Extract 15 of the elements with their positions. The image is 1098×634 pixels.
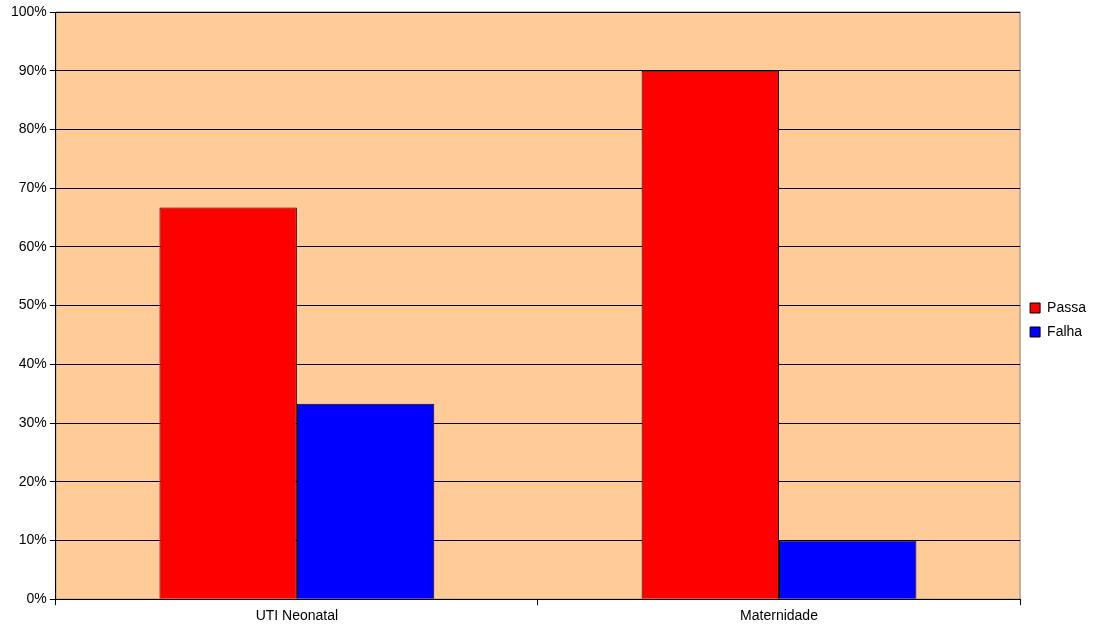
- y-tick-label: 70%: [18, 179, 47, 196]
- y-tick-label: 90%: [18, 61, 47, 78]
- y-tick-label: 30%: [18, 413, 47, 430]
- x-tick-label: Maternidade: [740, 607, 819, 624]
- legend-label: Passa: [1047, 298, 1087, 315]
- y-tick-label: 10%: [18, 531, 47, 548]
- y-tick-label: 50%: [18, 296, 47, 313]
- y-tick-label: 20%: [18, 472, 47, 489]
- y-tick-label: 80%: [18, 120, 47, 137]
- y-tick-label: 40%: [18, 355, 47, 372]
- y-tick-label: 60%: [18, 237, 47, 254]
- x-tick-label: UTI Neonatal: [255, 607, 339, 624]
- legend-label: Falha: [1047, 322, 1083, 339]
- y-tick-label: 100%: [10, 2, 47, 19]
- y-tick-label: 0%: [26, 590, 47, 607]
